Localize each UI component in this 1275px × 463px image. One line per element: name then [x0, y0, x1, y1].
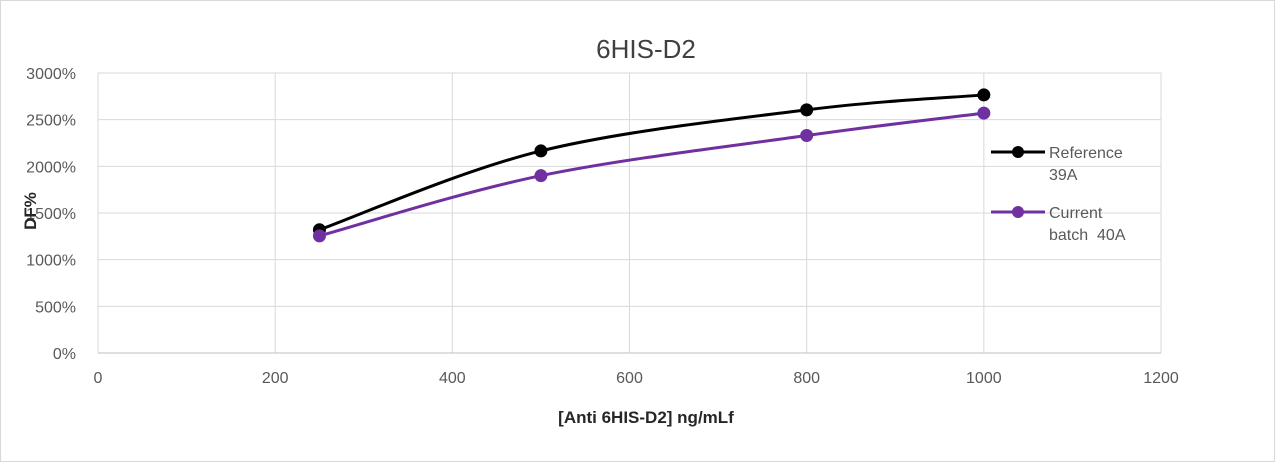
data-point	[312, 229, 326, 243]
data-point	[534, 144, 548, 158]
legend-swatch-marker	[1012, 206, 1024, 218]
y-tick-label: 1000%	[26, 253, 76, 270]
legend-label: 39A	[1049, 167, 1078, 184]
chart-title: 6HIS-D2	[596, 34, 696, 64]
x-tick-label: 1200	[1143, 370, 1179, 387]
x-tick-label: 800	[793, 370, 820, 387]
y-axis-label: DF%	[21, 192, 40, 230]
legend-swatch-marker	[1012, 146, 1024, 158]
legend-label: batch 40A	[1049, 227, 1126, 244]
axes: 0 200 400 600 800 1000 1200 0% 500% 1000% 1500% 200…	[26, 66, 1179, 387]
x-tick-label: 400	[439, 370, 466, 387]
y-tick-label: 2500%	[26, 113, 76, 130]
y-tick-label: 3000%	[26, 66, 76, 83]
x-axis-label: [Anti 6HIS-D2] ng/mLf	[558, 408, 734, 427]
data-point	[800, 129, 814, 143]
gridlines	[98, 72, 1162, 353]
data-point	[534, 169, 548, 183]
x-tick-label: 1000	[966, 370, 1002, 387]
x-tick-label: 0	[94, 370, 103, 387]
x-tick-label: 600	[616, 370, 643, 387]
y-tick-label: 2000%	[26, 159, 76, 176]
series-line-1	[318, 93, 984, 232]
y-tick-label: 500%	[35, 299, 76, 316]
data-point	[977, 88, 991, 102]
y-tick-label: 0%	[53, 346, 76, 363]
data-point	[800, 103, 814, 117]
legend-label: Reference	[1049, 145, 1123, 162]
x-tick-label: 200	[262, 370, 289, 387]
data-point	[977, 106, 991, 120]
series-line-2	[319, 111, 985, 238]
legend-label: Current	[1049, 205, 1103, 222]
series-layer	[312, 88, 991, 243]
y-tick-label: 1500%	[26, 206, 76, 223]
legend: Reference 39A Current batch 40A	[991, 145, 1126, 244]
